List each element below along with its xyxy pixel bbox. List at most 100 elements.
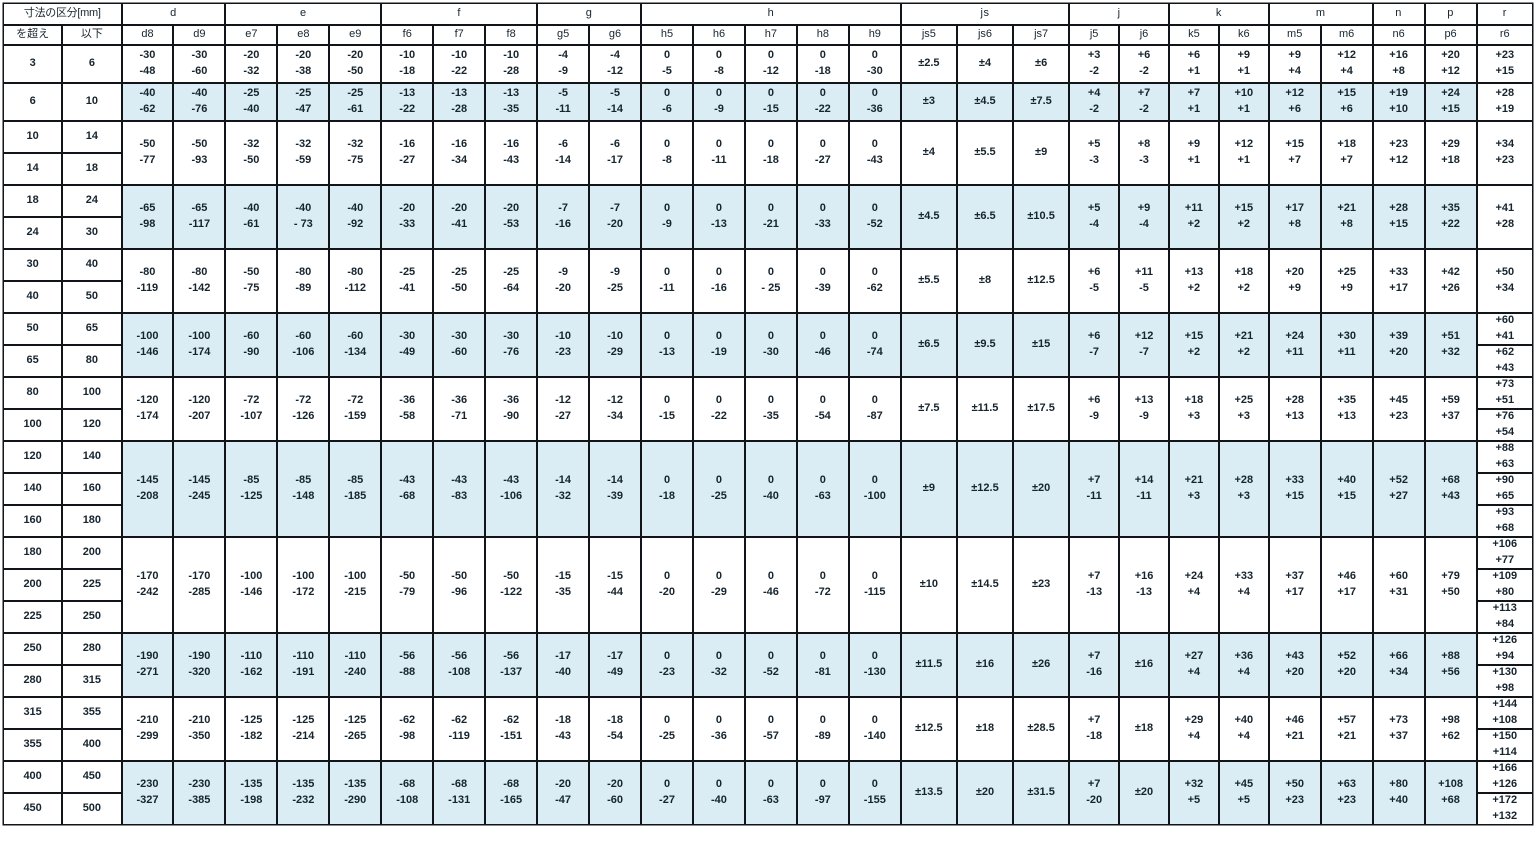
tolerance-cell-p6: +68 +43	[1425, 442, 1476, 536]
tolerance-cell-p6: +79 +50	[1425, 538, 1476, 632]
tolerance-cell-r6: +150 +114	[1477, 730, 1532, 760]
tolerance-cell-f7: -62 -119	[434, 698, 485, 760]
tolerance-cell-h7: 0 -18	[745, 122, 796, 184]
tolerance-cell-g5: -4 -9	[538, 46, 589, 82]
tolerance-cell-g5: -5 -11	[538, 84, 589, 120]
size-range-header: 寸法の区分[mm]	[4, 4, 121, 24]
tolerance-cell-js7: ±20	[1014, 442, 1069, 536]
tolerance-cell-d8: -120 -174	[122, 378, 173, 440]
tolerance-cell-e9: -20 -50	[330, 46, 381, 82]
tolerance-cell-h6: 0 -22	[693, 378, 744, 440]
tolerance-cell-f8: -36 -90	[486, 378, 537, 440]
tolerance-cell-f6: -56 -88	[382, 634, 433, 696]
tolerance-cell-p6: +24 +15	[1425, 84, 1476, 120]
tolerance-cell-e9: -85 -185	[330, 442, 381, 536]
tolerance-cell-j5: +3 -2	[1070, 46, 1119, 82]
tolerance-cell-js6: ±9.5	[957, 314, 1013, 376]
tolerance-cell-e8: -32 -59	[278, 122, 329, 184]
tolerance-cell-h9: 0 -74	[849, 314, 900, 376]
table-row: 120 140 -145 -208 -145 -245 -85 -125 -85 -148 -85-…	[4, 442, 1532, 536]
tolerance-cell-d8: -145 -208	[122, 442, 173, 536]
tolerance-cell-h8: 0 -54	[797, 378, 848, 440]
tolerance-cell-f6: -16 -27	[382, 122, 433, 184]
tolerance-cell-r6: +28 +19	[1477, 84, 1532, 120]
tolerance-cell-k5: +11 +2	[1169, 186, 1218, 248]
tolerance-cell-f6: -30 -49	[382, 314, 433, 376]
tolerance-cell-m6: +25 +9	[1321, 250, 1372, 312]
tolerance-cell-g6: -14 -39	[590, 442, 641, 536]
table-row: 100 120 +76 +54	[4, 410, 1532, 440]
grade-header-js7: js7	[1014, 26, 1069, 44]
tolerance-cell-p6: +108 +68	[1425, 762, 1476, 824]
tolerance-cell-js5: ±4	[901, 122, 956, 184]
tolerance-cell-h7: 0 -63	[745, 762, 796, 824]
size-upto-cell: 40	[63, 250, 121, 280]
tolerance-cell-f7: -50 -96	[434, 538, 485, 632]
tolerance-cell-r6: +76 +54	[1477, 410, 1532, 440]
tolerance-cell-e9: -60 -134	[330, 314, 381, 376]
tolerance-cell-d8: -170 -242	[122, 538, 173, 632]
tolerance-cell-j5: +7 -11	[1070, 442, 1119, 536]
group-header-g: g	[538, 4, 641, 24]
tolerance-cell-js6: ±4.5	[957, 84, 1013, 120]
tolerance-cell-p6: +88 +56	[1425, 634, 1476, 696]
tolerance-cell-h8: 0 -18	[797, 46, 848, 82]
tolerance-cell-e7: -100 -146	[226, 538, 277, 632]
tolerance-cell-g6: -20 -60	[590, 762, 641, 824]
table-row: 10 14 -50 -77 -50 -93 -32 -50 -32 -59 -32 -75 -16 -27…	[4, 122, 1532, 184]
tolerance-cell-f6: -68 -108	[382, 762, 433, 824]
tolerance-cell-js6: ±11.5	[957, 378, 1013, 440]
tolerance-cell-j5: +7 -18	[1070, 698, 1119, 760]
tolerance-cell-h6: 0 -32	[693, 634, 744, 696]
tolerance-cell-m6: +15 +6	[1321, 84, 1372, 120]
tolerance-cell-j5: +6 -5	[1070, 250, 1119, 312]
tolerance-cell-g6: -10 -29	[590, 314, 641, 376]
size-over-cell: 180	[4, 538, 62, 568]
tolerance-cell-js6: ±14.5	[957, 538, 1013, 632]
tolerance-cell-d9: -210 -350	[174, 698, 225, 760]
table-row: 180 200 -170 -242 -170 -285 -100 -146 -100 -172 -1…	[4, 538, 1532, 632]
tolerance-cell-j6: +8 -3	[1120, 122, 1168, 184]
tolerance-cell-k6: +45 +5	[1219, 762, 1268, 824]
grade-header-d9: d9	[174, 26, 225, 44]
grade-header-f8: f8	[486, 26, 537, 44]
table-row: 80 100 -120 -174 -120 -207 -72 -107 -72 -126 -72 -1…	[4, 378, 1532, 440]
size-over-cell: 18	[4, 186, 62, 216]
tolerance-cell-h9: 0 -140	[849, 698, 900, 760]
tolerance-cell-n6: +60 +31	[1373, 538, 1424, 632]
tolerance-cell-k5: +15 +2	[1169, 314, 1218, 376]
tolerance-cell-js5: ±2.5	[901, 46, 956, 82]
tolerance-cell-r6: +62 +43	[1477, 346, 1532, 376]
tolerance-cell-e7: -20 -32	[226, 46, 277, 82]
tolerance-cell-k6: +10 +1	[1219, 84, 1268, 120]
tolerance-cell-k5: +13 +2	[1169, 250, 1218, 312]
tolerance-cell-f8: -43 -106	[486, 442, 537, 536]
tolerance-cell-e7: -40 -61	[226, 186, 277, 248]
size-upto-cell: 250	[63, 602, 121, 632]
size-upto-cell: 14	[63, 122, 121, 152]
shaft-tolerance-table: 寸法の区分[mm] d e f g h js j k m n p r を超え 以下 d8 d9 e7 e8 e9 f6 f…	[2, 2, 1534, 826]
group-header-p: p	[1425, 4, 1476, 24]
tolerance-cell-m6: +35 +13	[1321, 378, 1372, 440]
size-over-cell: 140	[4, 474, 62, 504]
tolerance-cell-f6: -36 -58	[382, 378, 433, 440]
size-over-cell: 160	[4, 506, 62, 536]
tolerance-cell-r6: +34 +23	[1477, 122, 1532, 184]
tolerance-cell-h9: 0 -43	[849, 122, 900, 184]
tolerance-cell-m5: +9 +4	[1269, 46, 1320, 82]
grade-header-e7: e7	[226, 26, 277, 44]
tolerance-cell-js6: ±18	[957, 698, 1013, 760]
tolerance-cell-h8: 0 -97	[797, 762, 848, 824]
tolerance-cell-e8: -100 -172	[278, 538, 329, 632]
size-upto-cell: 450	[63, 762, 121, 792]
tolerance-cell-p6: +42 +26	[1425, 250, 1476, 312]
table-row: 225 250 +113 +84	[4, 602, 1532, 632]
tolerance-cell-js6: ±20	[957, 762, 1013, 824]
tolerance-cell-e7: -72 -107	[226, 378, 277, 440]
group-header-n: n	[1373, 4, 1424, 24]
size-over-cell: 3	[4, 46, 62, 82]
tolerance-cell-n6: +52 +27	[1373, 442, 1424, 536]
tolerance-cell-js5: ±9	[901, 442, 956, 536]
tolerance-cell-h5: 0 -23	[642, 634, 692, 696]
table-row: 160 180 +93 +68	[4, 506, 1532, 536]
